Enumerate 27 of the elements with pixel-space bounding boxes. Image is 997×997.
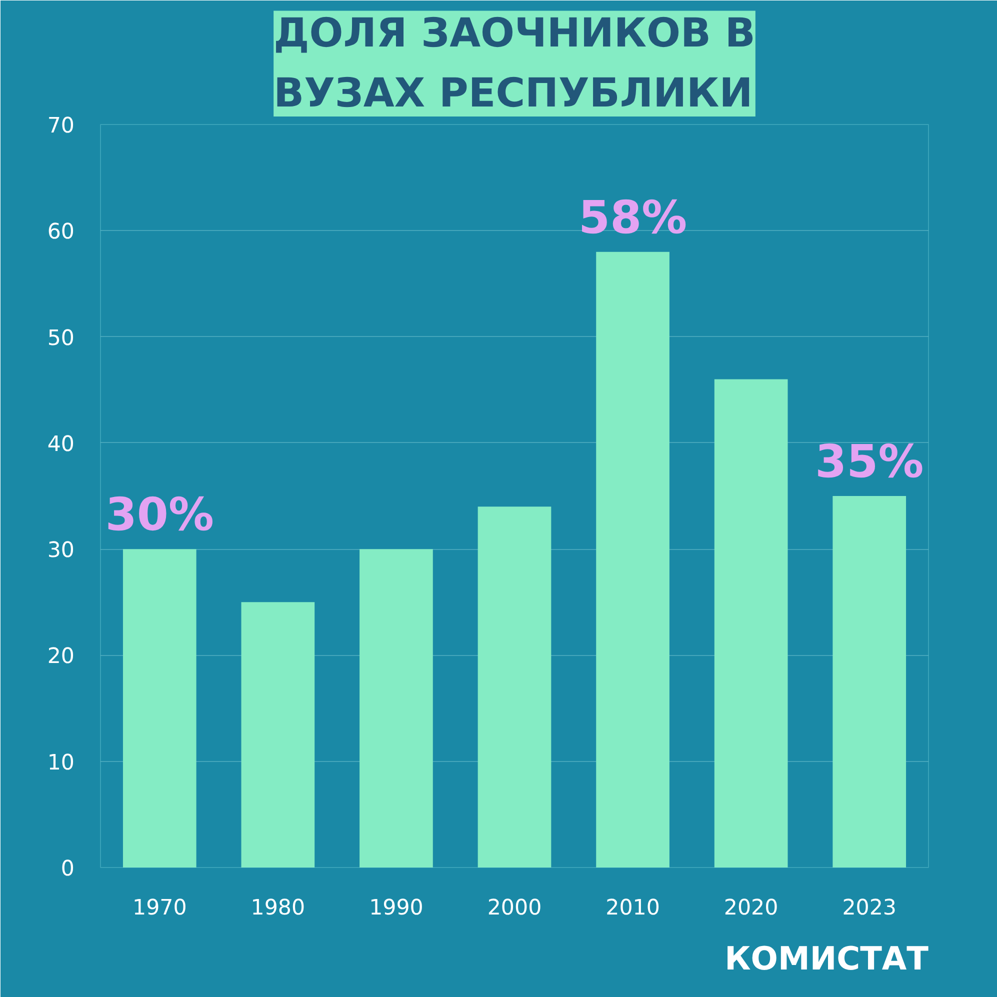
text: КОМИСТАТ <box>724 940 929 978</box>
bar <box>714 379 788 868</box>
bar <box>360 549 433 868</box>
bar <box>832 496 906 868</box>
y-tick-label: 40 <box>47 432 74 457</box>
x-tick-label: 1980 <box>250 896 306 920</box>
y-tick-label: 20 <box>47 644 74 670</box>
y-tick-label: 0 <box>60 856 75 882</box>
y-tick-label: 10 <box>47 750 74 776</box>
data-label: 35% <box>815 435 924 488</box>
bar <box>478 506 552 868</box>
x-tick-label: 1990 <box>369 896 424 920</box>
y-tick-label: 30 <box>47 538 74 564</box>
data-label: 58% <box>578 190 688 244</box>
x-tick-label: 2023 <box>842 896 896 920</box>
x-tick-label: 1970 <box>132 896 187 920</box>
y-tick-label: 60 <box>47 220 74 245</box>
bar <box>596 252 670 868</box>
chart-title: ДОЛЯ ЗАОЧНИКОВ В ВУЗАХ РЕСПУБЛИКИ <box>274 10 756 116</box>
y-tick-label: 70 <box>47 114 74 138</box>
data-label: 30% <box>105 488 214 542</box>
bar <box>122 549 196 868</box>
bar <box>241 602 315 868</box>
x-tick-label: 2010 <box>606 896 660 920</box>
x-tick-label: 2020 <box>724 896 778 920</box>
x-tick-label: 2000 <box>487 896 542 920</box>
y-tick-label: 50 <box>47 326 74 351</box>
